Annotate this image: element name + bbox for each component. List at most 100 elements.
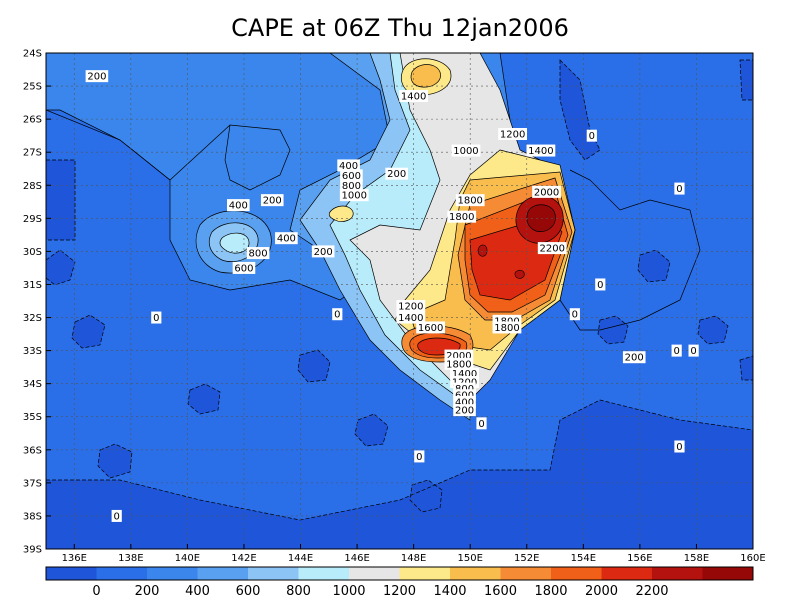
colorbar-label: 2000	[585, 584, 618, 599]
y-tick-label: 26S	[23, 115, 42, 126]
contour-label: 1800	[494, 323, 519, 334]
contour-label: 400	[229, 201, 248, 212]
contour-label: 1000	[453, 146, 478, 157]
colorbar-label: 0	[92, 584, 100, 599]
contour-label-box	[674, 182, 685, 195]
colorbar-swatch	[46, 567, 97, 580]
contour-label: 1800	[446, 359, 471, 370]
contour-label: 200	[263, 196, 282, 207]
colorbar-swatch	[96, 567, 148, 580]
contour-spot-1	[477, 244, 488, 257]
contour-label: 0	[416, 452, 422, 463]
y-tick-label: 37S	[23, 478, 42, 489]
contour-label-box	[688, 344, 699, 357]
contour-label-box	[498, 128, 528, 141]
contour-label-box	[260, 194, 284, 207]
colorbar-label: 600	[236, 584, 261, 599]
contour-label-box	[455, 194, 485, 207]
colorbar-swatch	[652, 567, 703, 580]
contour-label-box	[569, 308, 580, 321]
colorbar: 0 200 400 600 800 1000 1200 1400 1600 1800 2000 220…	[45, 566, 754, 599]
contour-label: 1200	[500, 130, 525, 141]
colorbar-swatch	[702, 567, 754, 580]
contour-label: 800	[342, 181, 361, 192]
contour-label-box	[416, 321, 446, 334]
contour-label: 1600	[418, 323, 443, 334]
colorbar-label: 800	[286, 584, 311, 599]
y-tick-label: 29S	[23, 214, 42, 225]
contour-label: 0	[690, 346, 696, 357]
y-tick-label: 34S	[23, 379, 42, 390]
contour-label: 400	[455, 397, 474, 408]
colorbar-label: 1000	[332, 584, 365, 599]
contour-label-box	[451, 144, 481, 157]
y-tick-label: 30S	[23, 247, 42, 258]
y-tick-label: 31S	[23, 280, 42, 291]
contour-label: 0	[114, 511, 120, 522]
x-tick-label: 138E	[118, 553, 143, 564]
contour-label-box	[492, 321, 522, 334]
colorbar-swatch	[551, 567, 602, 580]
contour-label-box	[151, 311, 162, 324]
x-tick-label: 142E	[231, 553, 256, 564]
contour-spot-2	[514, 269, 525, 279]
contour-label: 0	[676, 442, 682, 453]
x-tick-label: 160E	[740, 553, 765, 564]
contour-label: 2200	[539, 244, 564, 255]
contour-label: 400	[339, 161, 358, 172]
x-tick-label: 152E	[514, 553, 539, 564]
colorbar-swatch	[601, 567, 653, 580]
contour-label-box	[275, 232, 298, 245]
contour-label-box	[246, 247, 270, 260]
x-tick-label: 156E	[627, 553, 652, 564]
contour-label-box	[340, 179, 363, 192]
contour-label: 1400	[452, 369, 477, 380]
y-tick-label: 36S	[23, 445, 42, 456]
contour-label: 600	[234, 263, 253, 274]
contour-label: 200	[387, 169, 406, 180]
contour-label: 800	[249, 249, 268, 260]
contour-label: 200	[625, 353, 644, 364]
colorbar-swatch	[349, 567, 400, 580]
colorbar-swatch	[147, 567, 198, 580]
contour-label-box	[227, 199, 250, 212]
y-tick-label: 25S	[23, 82, 42, 93]
contour-label: 1400	[401, 91, 426, 102]
contour-label: 1200	[398, 301, 423, 312]
contour-label: 400	[277, 234, 296, 245]
y-axis: 24S 25S 26S 27S 28S 29S 30S 31S 32S 33S 34S 35S 36S 3…	[23, 49, 51, 556]
contour-label: 600	[342, 171, 361, 182]
y-tick-label: 28S	[23, 181, 42, 192]
contour-label-box	[340, 169, 363, 182]
colorbar-frame	[45, 566, 754, 581]
y-tick-label: 24S	[23, 49, 42, 60]
chart-title: CAPE at 06Z Thu 12jan2006	[231, 14, 569, 42]
contour-label-box	[232, 261, 256, 274]
contour-label-box	[586, 129, 597, 142]
contour-label-box	[332, 308, 343, 321]
contour-label-box	[396, 311, 426, 324]
x-tick-label: 140E	[175, 553, 200, 564]
contour-labels: 2001400120014001000040060080010002001800…	[85, 70, 699, 522]
contour-label-box	[671, 344, 682, 357]
contour-line-east	[559, 169, 701, 331]
contour-label: 0	[676, 184, 682, 195]
x-axis: 136E 138E 140E 142E 144E 146E 148E 150E 152E 154E…	[62, 544, 766, 564]
colorbar-label: 1400	[433, 584, 466, 599]
contour-label: 0	[572, 310, 578, 321]
contour-line-west	[46, 109, 291, 191]
contour-label: 0	[597, 280, 603, 291]
contour-label-box	[111, 509, 122, 522]
colorbar-label: 400	[185, 584, 210, 599]
contour-label-box	[311, 245, 335, 258]
colorbar-swatch	[450, 567, 501, 580]
colorbar-label: 1200	[383, 584, 416, 599]
y-tick-label: 39S	[23, 545, 42, 556]
x-tick-label: 148E	[401, 553, 426, 564]
contour-label-box	[453, 404, 476, 417]
colorbar-label: 1800	[534, 584, 567, 599]
contour-label-box	[85, 70, 109, 83]
contour-label: 0	[589, 131, 595, 142]
contour-label: 1800	[457, 196, 482, 207]
contour-label: 1400	[528, 146, 553, 157]
